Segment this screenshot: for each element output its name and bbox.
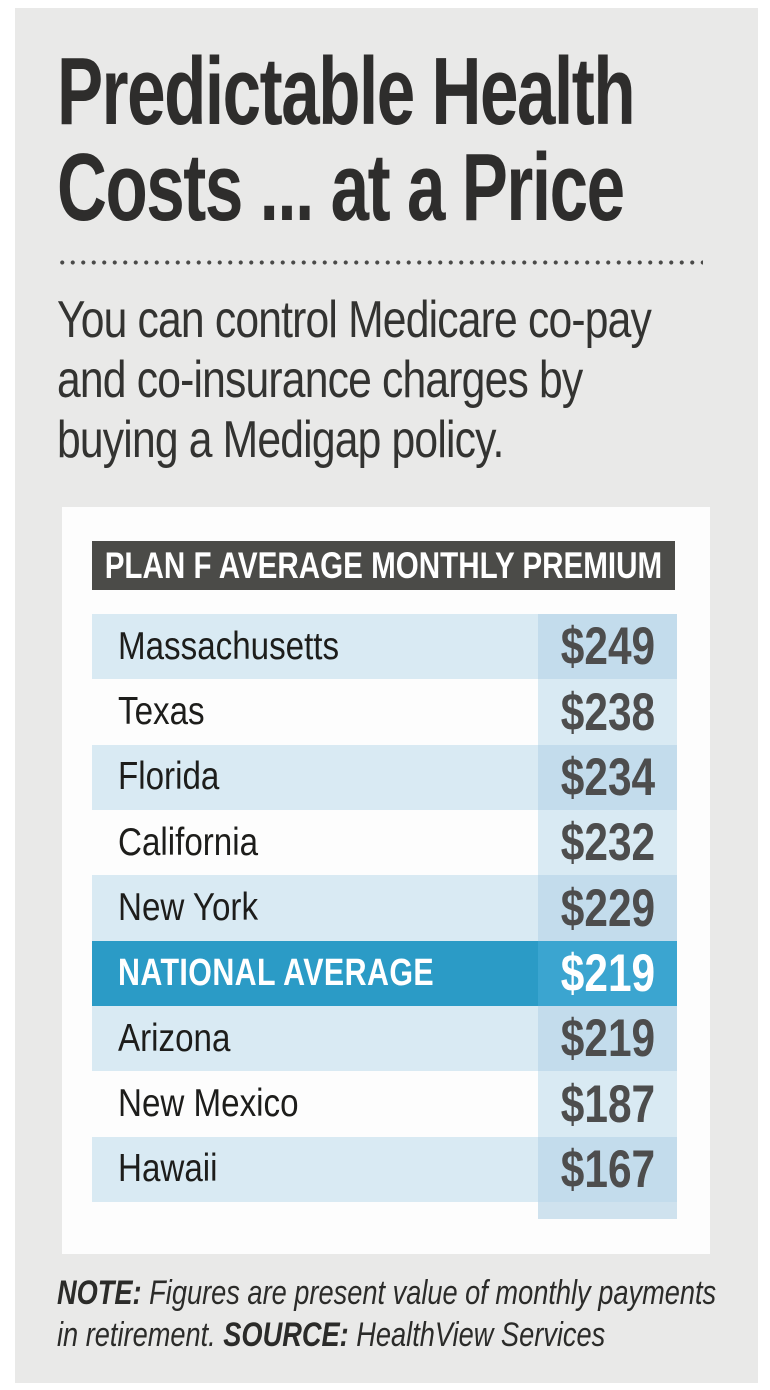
table-row: New York $229 [92, 875, 677, 941]
row-label-text: California [118, 820, 259, 864]
national-average-label: NATIONAL AVERAGE [92, 941, 538, 1006]
row-label-text: Massachusetts [118, 624, 340, 668]
table-row: New Mexico $187 [92, 1071, 677, 1137]
footnote-line1: NOTE: Figures are present value of month… [57, 1272, 716, 1314]
table-row: Florida $234 [92, 744, 677, 811]
premium-value-text: $234 [560, 747, 655, 807]
premium-table: Massachusetts $249 Texas $238 Florida $234 Cal… [92, 614, 677, 1203]
note-text-2: in retirement. [57, 1316, 224, 1354]
premium-value-text: $229 [560, 878, 655, 938]
table-row: Hawaii $167 [92, 1136, 677, 1203]
premium-value-text: $249 [560, 617, 655, 677]
row-label-text: NATIONAL AVERAGE [118, 951, 435, 994]
table-card: PLAN F AVERAGE MONTHLY PREMIUM Massachus… [62, 507, 710, 1254]
footnote: NOTE: Figures are present value of month… [57, 1272, 716, 1356]
headline-line1: Predictable Health [57, 38, 636, 145]
premium-value-cell: $167 [538, 1136, 677, 1203]
premium-value-text: $219 [560, 1009, 655, 1069]
row-label-text: New Mexico [118, 1082, 299, 1126]
table-row: Arizona $219 [92, 1006, 677, 1072]
row-label-text: Texas [118, 690, 205, 734]
premium-value-cell: $219 [538, 940, 677, 1007]
table-header-label: PLAN F AVERAGE MONTHLY PREMIUM [104, 544, 663, 586]
row-label-text: New York [118, 886, 259, 930]
premium-value-cell: $219 [538, 1006, 677, 1072]
premium-value-cell: $238 [538, 679, 677, 745]
premium-value-cell: $229 [538, 875, 677, 941]
state-label: Hawaii [92, 1137, 538, 1202]
premium-value-text: $187 [560, 1074, 655, 1134]
premium-value-cell: $234 [538, 744, 677, 811]
note-label: NOTE: [57, 1274, 142, 1312]
premium-value-text: $219 [560, 943, 655, 1003]
source-label: SOURCE: [223, 1316, 349, 1354]
premium-value-text: $238 [560, 682, 655, 742]
table-row: Texas $238 [92, 679, 677, 745]
source-text: HealthView Services [348, 1316, 606, 1354]
row-label-text: Hawaii [118, 1147, 218, 1191]
premium-value-cell: $249 [538, 614, 677, 680]
premium-value-cell: $232 [538, 810, 677, 876]
state-label: Texas [92, 679, 538, 744]
table-header-bar: PLAN F AVERAGE MONTHLY PREMIUM [92, 541, 675, 590]
premium-value-cell: $187 [538, 1071, 677, 1137]
state-label: Arizona [92, 1006, 538, 1071]
premium-value-text: $167 [560, 1139, 655, 1199]
table-row: NATIONAL AVERAGE $219 [92, 940, 677, 1007]
headline-line2: Costs ... at a Price [57, 134, 625, 241]
row-label-text: Florida [118, 755, 220, 799]
state-label: New York [92, 875, 538, 940]
table-row: Massachusetts $249 [92, 614, 677, 680]
state-label: New Mexico [92, 1071, 538, 1136]
row-label-text: Arizona [118, 1016, 231, 1060]
value-column-tab [538, 1202, 677, 1219]
subtitle-line1: You can control Medicare co-pay [57, 291, 652, 349]
state-label: California [92, 810, 538, 875]
footnote-line2: in retirement. SOURCE: HealthView Servic… [57, 1314, 716, 1356]
state-label: Florida [92, 745, 538, 810]
subtitle-line3: buying a Medigap policy. [57, 411, 504, 469]
background-panel: Predictable Health Costs ... at a Price Y… [15, 8, 758, 1383]
premium-value-text: $232 [560, 813, 655, 873]
dotted-divider [57, 260, 703, 265]
subtitle: You can control Medicare co-pay and co-in… [57, 290, 652, 470]
state-label: Massachusetts [92, 614, 538, 679]
table-row: California $232 [92, 810, 677, 876]
headline: Predictable Health Costs ... at a Price [57, 38, 636, 241]
note-text: Figures are present value of monthly pay… [141, 1274, 717, 1312]
subtitle-line2: and co-insurance charges by [57, 351, 583, 409]
